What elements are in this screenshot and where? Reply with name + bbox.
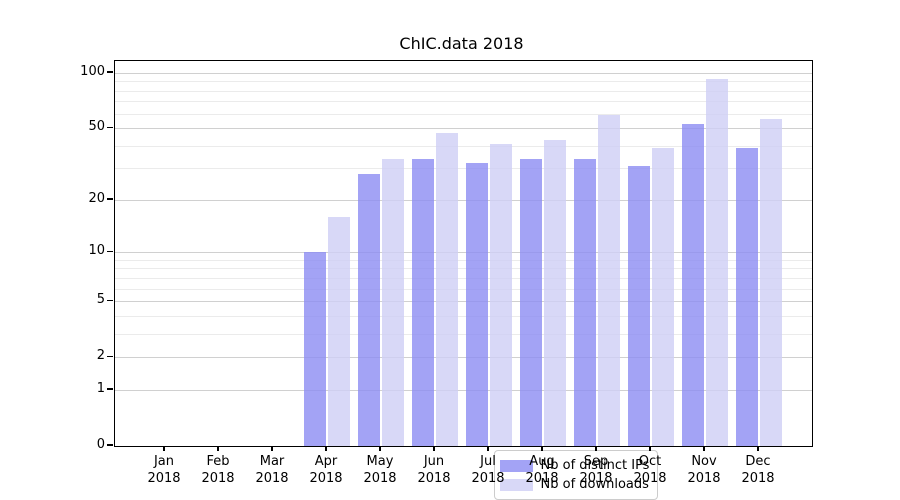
gridline-minor-4 <box>114 315 812 317</box>
xtick-mark-jul <box>487 446 489 452</box>
bar-sep-downloads <box>598 115 620 446</box>
ytick-label-100: 100 <box>80 63 105 79</box>
xtick-label-dec: Dec 2018 <box>741 454 775 486</box>
ytick-label-20: 20 <box>88 190 105 206</box>
gridline-100 <box>114 72 812 74</box>
xtick-mark-oct <box>649 446 651 452</box>
legend-swatch-downloads <box>499 478 533 491</box>
ytick-label-1: 1 <box>96 380 105 396</box>
ytick-label-2: 2 <box>96 348 105 364</box>
xtick-mark-feb <box>217 446 219 452</box>
gridline-50 <box>114 128 812 130</box>
xtick-mark-sep <box>595 446 597 452</box>
xtick-label-may: May 2018 <box>363 454 397 486</box>
xtick-mark-jan <box>163 446 165 452</box>
bar-dec-downloads <box>760 119 782 446</box>
gridline-1 <box>114 389 812 391</box>
ytick-mark-1 <box>107 388 113 390</box>
bar-dec-distinct-ips <box>736 147 758 446</box>
gridline-minor-6 <box>114 288 812 290</box>
xtick-label-jan: Jan 2018 <box>147 454 181 486</box>
chart-title: ChIC.data 2018 <box>399 34 524 53</box>
gridline-10 <box>114 252 812 254</box>
bar-nov-distinct-ips <box>682 123 704 446</box>
gridline-minor-70 <box>114 101 812 103</box>
xtick-mark-mar <box>271 446 273 452</box>
xtick-mark-may <box>379 446 381 452</box>
xtick-label-jul: Jul 2018 <box>471 454 505 486</box>
bar-jun-distinct-ips <box>412 158 434 446</box>
gridline-minor-90 <box>114 81 812 83</box>
xtick-label-feb: Feb 2018 <box>201 454 235 486</box>
bar-sep-distinct-ips <box>574 158 596 446</box>
xtick-label-apr: Apr 2018 <box>309 454 343 486</box>
ytick-mark-5 <box>107 299 113 301</box>
gridline-5 <box>114 301 812 303</box>
bar-apr-distinct-ips <box>304 252 326 446</box>
gridline-minor-3 <box>114 333 812 335</box>
legend-label-downloads: Nb of downloads <box>540 477 649 492</box>
ytick-mark-100 <box>107 71 113 73</box>
bar-apr-downloads <box>328 216 350 446</box>
ytick-mark-2 <box>107 355 113 357</box>
gridline-minor-60 <box>114 113 812 115</box>
gridline-minor-80 <box>114 90 812 92</box>
gridline-2 <box>114 357 812 359</box>
ytick-label-10: 10 <box>88 243 105 259</box>
xtick-label-sep: Sep 2018 <box>579 454 613 486</box>
ytick-mark-50 <box>107 126 113 128</box>
bar-oct-distinct-ips <box>628 165 650 446</box>
xtick-mark-jun <box>433 446 435 452</box>
xtick-mark-aug <box>541 446 543 452</box>
plot-area: Nb of distinct IPs Nb of downloads <box>113 60 813 500</box>
bar-jul-downloads <box>490 143 512 446</box>
bar-may-downloads <box>382 158 404 446</box>
gridline-20 <box>114 199 812 201</box>
gridline-minor-30 <box>114 168 812 170</box>
ytick-mark-10 <box>107 250 113 252</box>
gridline-minor-40 <box>114 145 812 147</box>
xtick-mark-dec <box>757 446 759 452</box>
xtick-label-oct: Oct 2018 <box>633 454 667 486</box>
legend-label-distinct-ips: Nb of distinct IPs <box>540 458 650 473</box>
bar-jul-distinct-ips <box>466 163 488 446</box>
ytick-label-0: 0 <box>96 437 105 452</box>
bar-oct-downloads <box>652 147 674 446</box>
bar-aug-downloads <box>544 140 566 446</box>
bar-nov-downloads <box>706 78 728 446</box>
bar-jun-downloads <box>436 133 458 446</box>
ytick-label-50: 50 <box>88 119 105 135</box>
legend-swatch-distinct-ips <box>499 459 533 472</box>
xtick-mark-nov <box>703 446 705 452</box>
gridline-minor-8 <box>114 268 812 270</box>
legend-item-distinct-ips: Nb of distinct IPs <box>499 457 650 474</box>
bar-may-distinct-ips <box>358 173 380 446</box>
xtick-label-nov: Nov 2018 <box>687 454 721 486</box>
ytick-label-5: 5 <box>96 292 105 308</box>
bar-aug-distinct-ips <box>520 158 542 446</box>
gridline-minor-7 <box>114 277 812 279</box>
ytick-mark-20 <box>107 198 113 200</box>
legend: Nb of distinct IPs Nb of downloads <box>493 450 658 500</box>
xtick-label-aug: Aug 2018 <box>525 454 559 486</box>
xtick-mark-apr <box>325 446 327 452</box>
ytick-mark-0 <box>107 444 113 446</box>
xtick-label-jun: Jun 2018 <box>417 454 451 486</box>
xtick-label-mar: Mar 2018 <box>255 454 289 486</box>
legend-item-downloads: Nb of downloads <box>499 476 649 493</box>
gridline-minor-9 <box>114 259 812 261</box>
